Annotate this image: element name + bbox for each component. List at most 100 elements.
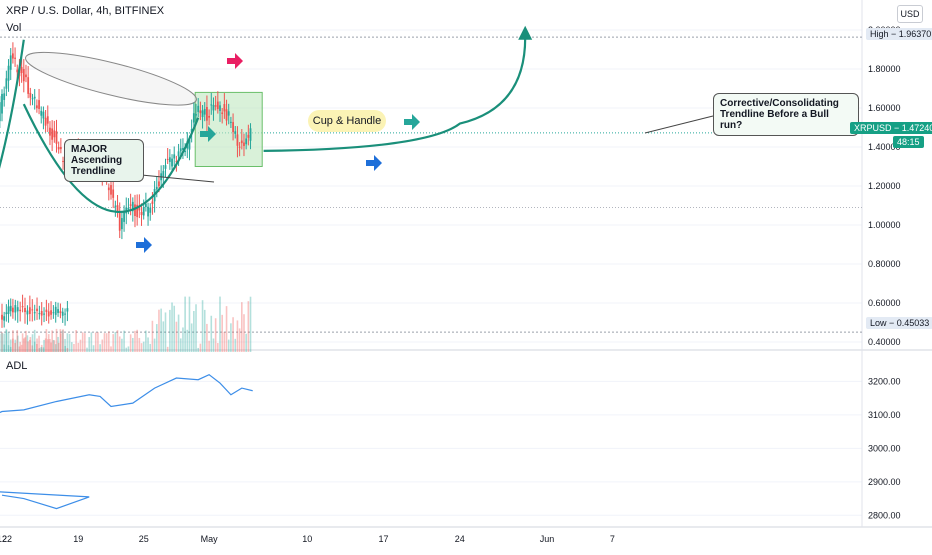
volume-bar [59, 329, 62, 352]
adl-label: ADL [6, 360, 28, 372]
volume-bar [210, 315, 213, 352]
volume-bar [14, 342, 16, 352]
volume-bar [132, 337, 134, 352]
volume-bar [145, 330, 147, 352]
candle-body [192, 113, 195, 123]
candle-body [42, 111, 45, 119]
candle-body [179, 148, 182, 152]
last-price-badge: XRPUSD − 1.47240 [850, 122, 932, 134]
major-note-connector [130, 173, 215, 183]
candle-body [52, 312, 55, 314]
volume-bar [127, 346, 130, 352]
candle-body [116, 205, 119, 213]
candle-body [3, 93, 6, 100]
volume-bar [147, 337, 149, 352]
volume-bar [66, 333, 69, 352]
candle-body [151, 201, 154, 204]
currency-button[interactable]: USD [897, 5, 923, 23]
candle-body [9, 305, 12, 312]
price-axis-tick-label: 1.40000 [868, 142, 901, 152]
candle-body [127, 208, 130, 210]
candle-body [199, 110, 202, 114]
right-arrow-icon [200, 126, 216, 142]
volume-bar [61, 330, 64, 352]
volume-bar [162, 321, 165, 352]
candle-body [236, 134, 239, 146]
candle-body [33, 96, 36, 99]
candle-body [55, 131, 58, 144]
volume-bar [84, 333, 86, 352]
volume-bar [97, 332, 99, 352]
volume-bar [12, 330, 14, 352]
volume-bar [3, 333, 5, 352]
volume-bar [45, 329, 48, 352]
volume-bar [134, 330, 136, 352]
volume-bar [7, 345, 10, 352]
candle-body [164, 165, 167, 169]
time-axis-tick-label: 25 [139, 534, 149, 544]
volume-bar [151, 320, 154, 352]
volume-bar [9, 346, 12, 352]
trendlines [0, 37, 527, 214]
volume-bar [99, 344, 101, 352]
candle-body [234, 131, 237, 134]
time-axis-tick-label: 7 [610, 534, 615, 544]
candle-body [21, 306, 24, 308]
volume-bar [36, 338, 38, 352]
candle-body [3, 316, 6, 321]
candle-body [49, 127, 51, 136]
adl-axis-tick-label: 3200.00 [868, 376, 901, 386]
candle-body [25, 74, 27, 78]
candle-body [57, 309, 59, 313]
candle-body [16, 69, 19, 73]
candle-body [230, 121, 232, 123]
price-axis-tick-label: 1.80000 [868, 64, 901, 74]
candle-body [14, 305, 17, 313]
candle-body [212, 104, 215, 111]
candle-body [190, 129, 193, 133]
volume-bar [101, 339, 104, 352]
volume-bar [53, 340, 56, 352]
candle-body [227, 111, 230, 116]
low-price-badge: Low − 0.45033 [866, 317, 932, 329]
candle-body [140, 211, 143, 215]
volume-bar [9, 339, 12, 352]
price-axis-tick-label: 1.00000 [868, 220, 901, 230]
volume-bar [158, 309, 160, 352]
right-arrow-icon [227, 53, 243, 69]
volume-bar [118, 336, 121, 352]
volume-bar [223, 331, 226, 352]
volume-bar [44, 338, 47, 352]
volume-bar [140, 343, 143, 352]
volume-bar [7, 332, 10, 352]
volume-bar [33, 341, 36, 352]
candle-body [232, 122, 234, 133]
volume-bars [0, 296, 252, 352]
volume-bar [197, 347, 199, 352]
candle-body [203, 108, 206, 115]
volume-bar [155, 324, 158, 352]
consolidation-box [194, 91, 263, 167]
candle-body [110, 185, 112, 195]
volume-bar [184, 296, 186, 352]
candle-body [57, 147, 60, 150]
volume-bar [46, 339, 49, 352]
candle-body [59, 147, 62, 150]
volume-bar [57, 336, 59, 352]
candle-body [5, 312, 8, 315]
candle-body [40, 310, 43, 316]
right-arrow-icon [404, 114, 420, 130]
corrective-trendline-note: Corrective/Consolidating Trendline Befor… [713, 93, 859, 136]
time-axis-tick-label: Jun [540, 534, 555, 544]
candle-body [118, 212, 121, 231]
candle-body [46, 116, 49, 124]
volume-bar [42, 347, 45, 352]
adl-axis-tick-label: 2900.00 [868, 477, 901, 487]
volume-bar [247, 301, 250, 352]
adl-series-line [0, 373, 253, 510]
volume-bar [177, 314, 180, 352]
volume-bar [81, 332, 84, 352]
volume-bar [219, 296, 221, 352]
